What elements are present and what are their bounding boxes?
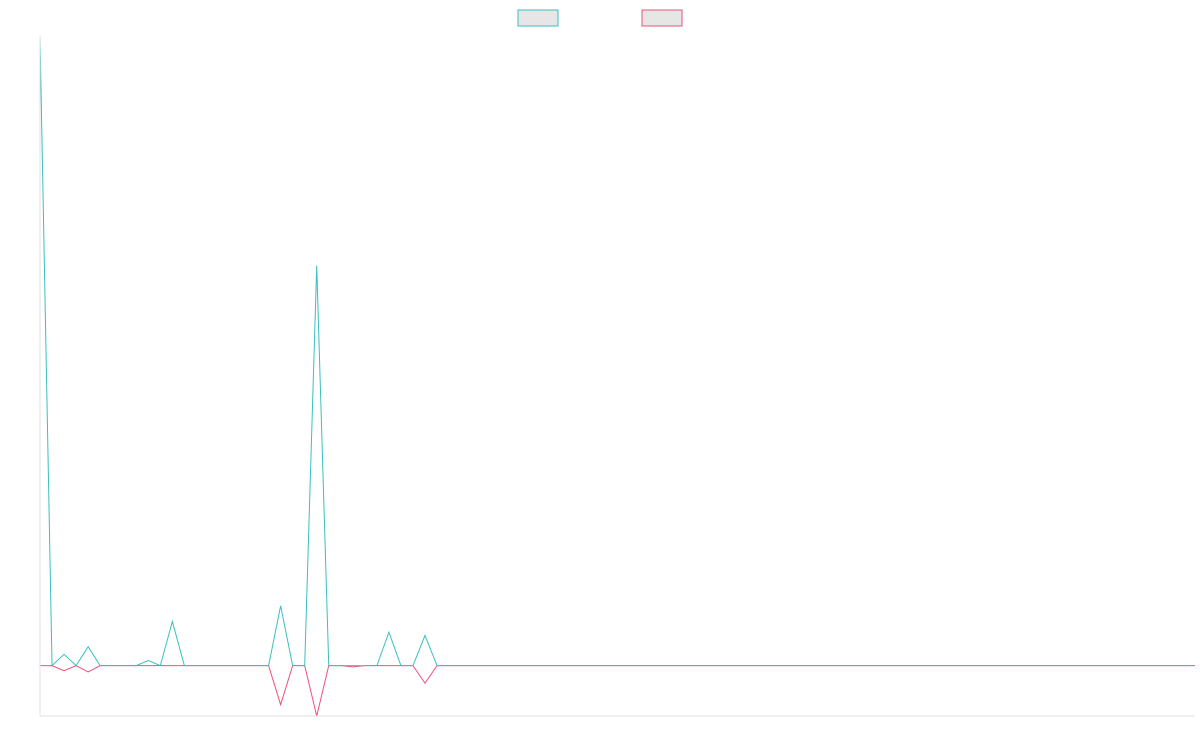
legend-item-1[interactable] [517, 9, 559, 27]
legend [517, 9, 683, 27]
legend-swatch-2 [641, 9, 683, 27]
series-line-1 [39, 35, 1195, 667]
legend-item-2[interactable] [641, 9, 683, 27]
axes [39, 36, 1195, 717]
series-line-2 [40, 665, 1195, 717]
legend-swatch-1 [517, 9, 559, 27]
plot-area [39, 35, 1195, 717]
